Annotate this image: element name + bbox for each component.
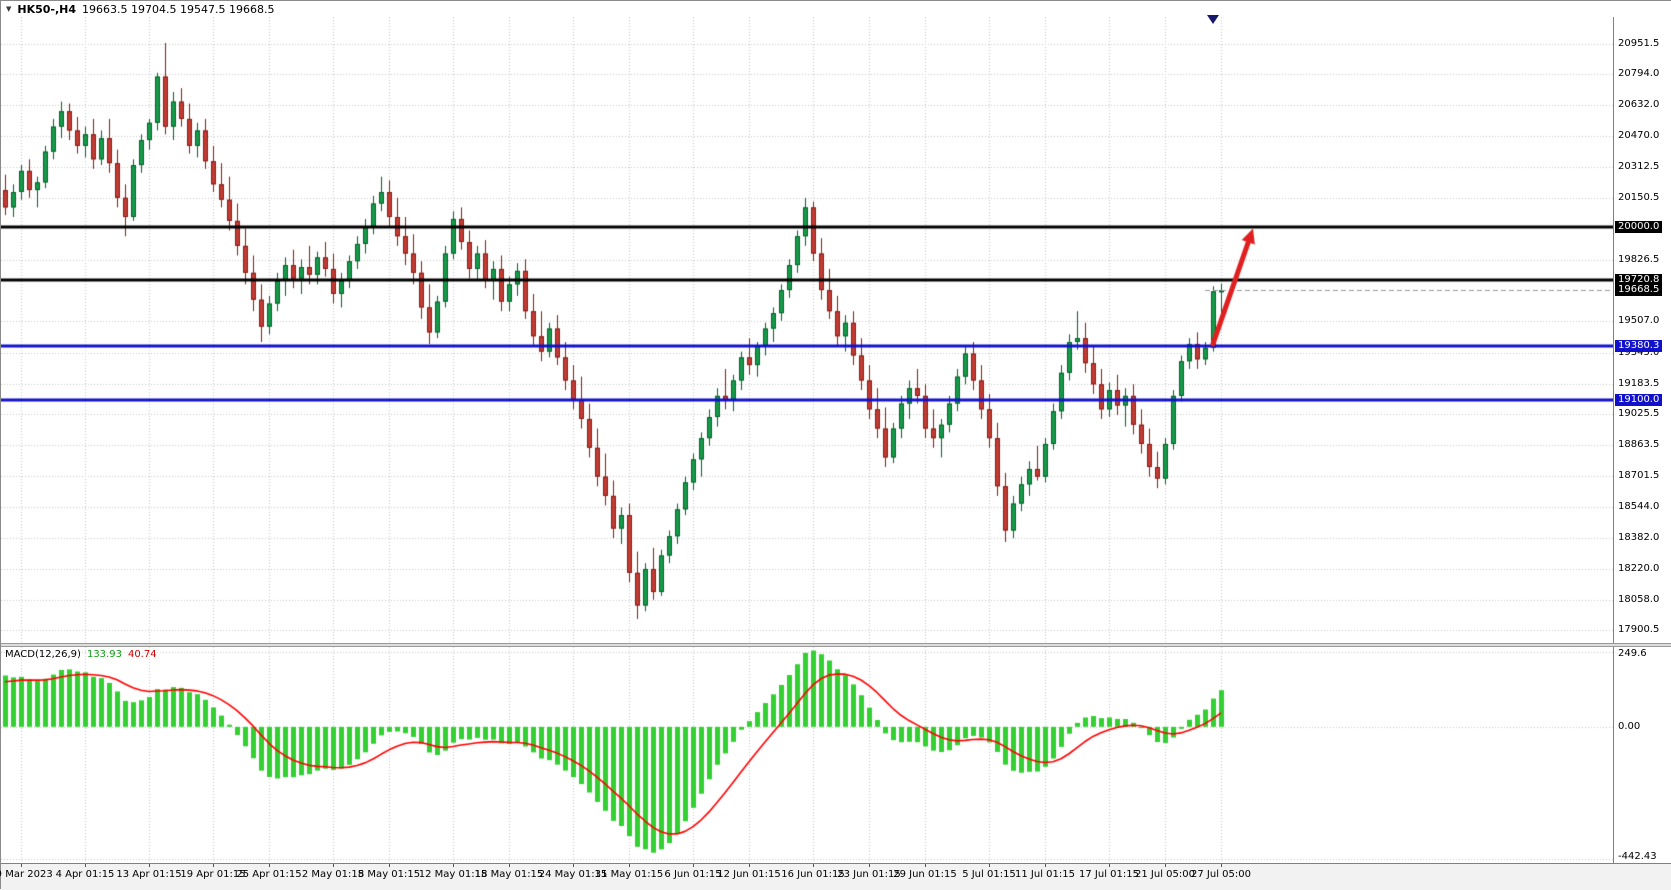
- macd-axis-label: 0.00: [1618, 720, 1641, 732]
- time-axis-tick: [869, 864, 870, 867]
- price-axis-label: 20951.5: [1618, 37, 1660, 49]
- price-chart-canvas[interactable]: [1, 17, 1613, 643]
- time-axis-tick: [453, 864, 454, 867]
- time-axis-label: 16 Jun 01:15: [781, 869, 845, 880]
- time-axis-tick: [389, 864, 390, 867]
- time-axis-tick: [1109, 864, 1110, 867]
- time-axis-label: 29 Mar 2023: [0, 869, 53, 880]
- price-axis-label: 18058.0: [1618, 594, 1660, 606]
- time-axis-label: 2 May 01:15: [301, 869, 365, 880]
- panel-splitter[interactable]: [1, 643, 1671, 647]
- price-axis-label: 20794.0: [1618, 67, 1660, 79]
- symbol-period-label: HK50-,H4: [17, 2, 77, 16]
- time-axis-label: 23 Jun 01:15: [837, 869, 901, 880]
- price-axis-label: 19345.0: [1618, 346, 1660, 358]
- time-axis-label: 13 Apr 01:15: [116, 869, 182, 880]
- time-axis-tick: [749, 864, 750, 867]
- hline-price-label: 19720.8: [1615, 274, 1663, 287]
- price-axis-label: 18220.0: [1618, 562, 1660, 574]
- time-axis-label: 12 May 01:15: [418, 869, 488, 880]
- time-axis-tick: [813, 864, 814, 867]
- hline-price-label: 20000.0: [1615, 220, 1663, 233]
- time-axis-label: 25 Apr 01:15: [236, 869, 302, 880]
- time-axis-label: 11 Jul 01:15: [1015, 869, 1075, 880]
- price-axis-label: 20312.5: [1618, 160, 1660, 172]
- price-axis-label: 18863.5: [1618, 439, 1660, 451]
- time-axis-tick: [573, 864, 574, 867]
- time-axis-label: 29 Jun 01:15: [893, 869, 957, 880]
- time-axis-tick: [989, 864, 990, 867]
- macd-signal-value: 40.74: [127, 649, 157, 660]
- time-axis-label: 19 Apr 01:15: [180, 869, 246, 880]
- price-axis-label: 17900.5: [1618, 624, 1660, 636]
- price-axis-label: 19025.5: [1618, 408, 1660, 420]
- time-axis-tick: [333, 864, 334, 867]
- time-axis-label: 5 Jul 01:15: [962, 869, 1016, 880]
- price-axis-label: 20470.0: [1618, 130, 1660, 142]
- macd-indicator-label: MACD(12,26,9): [5, 649, 81, 660]
- time-axis-label: 21 Jul 05:00: [1135, 869, 1195, 880]
- time-axis-tick: [1165, 864, 1166, 867]
- time-axis-label: 4 Apr 01:15: [55, 869, 115, 880]
- hline-price-label: 19380.3: [1615, 339, 1663, 352]
- time-axis-tick: [925, 864, 926, 867]
- macd-main-value: 133.93: [86, 649, 122, 660]
- chart-title-area: ▼ HK50-,H4 19663.5 19704.5 19547.5 19668…: [1, 1, 1618, 17]
- price-axis-label: 19507.0: [1618, 315, 1660, 327]
- price-axis-label: 20150.5: [1618, 191, 1660, 203]
- macd-axis-label: 249.6: [1618, 648, 1647, 659]
- current-price-label: 19668.5: [1615, 284, 1663, 297]
- chart-shift-marker[interactable]: [1207, 15, 1219, 24]
- price-axis-label: 18382.0: [1618, 531, 1660, 543]
- time-axis-tick: [213, 864, 214, 867]
- time-axis-tick: [269, 864, 270, 867]
- time-axis-tick: [149, 864, 150, 867]
- time-axis-tick: [629, 864, 630, 867]
- time-axis-label: 17 Jul 01:15: [1079, 869, 1139, 880]
- price-axis-label: 19826.5: [1618, 253, 1660, 265]
- time-axis-label: 18 May 01:15: [474, 869, 544, 880]
- time-axis-tick: [509, 864, 510, 867]
- time-axis-tick: [85, 864, 86, 867]
- price-axis-label: 18544.0: [1618, 500, 1660, 512]
- price-axis-label: 19183.5: [1618, 377, 1660, 389]
- macd-axis-label: -442.43: [1618, 851, 1657, 862]
- hline-price-label: 19100.0: [1615, 393, 1663, 406]
- price-axis-label: 18701.5: [1618, 470, 1660, 482]
- time-axis-label: 6 Jun 01:15: [664, 869, 722, 880]
- price-axis[interactable]: 20951.5 20794.0 20632.0 20470.0 20312.5 20150…: [1613, 1, 1671, 863]
- time-axis-label: 12 Jun 01:15: [717, 869, 781, 880]
- macd-canvas[interactable]: [1, 647, 1613, 863]
- time-axis-tick: [1045, 864, 1046, 867]
- time-axis-label: 31 May 01:15: [594, 869, 664, 880]
- time-axis-label: 27 Jul 05:00: [1191, 869, 1251, 880]
- price-axis-label: 20632.0: [1618, 99, 1660, 111]
- symbol-dropdown-icon[interactable]: ▼: [6, 4, 12, 13]
- time-axis-label: 24 May 01:15: [538, 869, 608, 880]
- time-axis-tick: [1221, 864, 1222, 867]
- ohlc-values: 19663.5 19704.5 19547.5 19668.5: [82, 2, 275, 16]
- time-axis-tick: [693, 864, 694, 867]
- time-axis-label: 8 May 01:15: [357, 869, 421, 880]
- macd-indicator-header: MACD(12,26,9) 133.93 40.74: [5, 649, 157, 660]
- time-axis-tick: [21, 864, 22, 867]
